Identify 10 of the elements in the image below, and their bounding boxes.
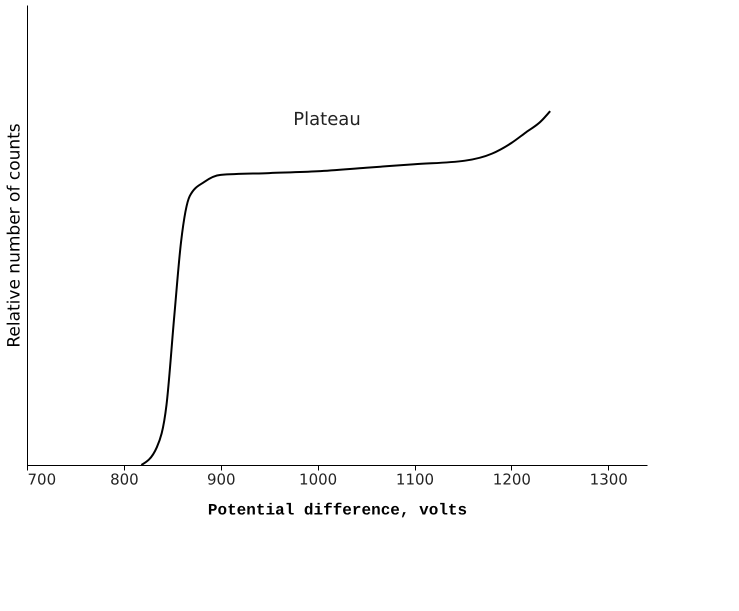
y-axis-title: Relative number of counts (4, 123, 24, 348)
x-tick-label: 900 (206, 470, 236, 488)
x-tick-label: 1100 (396, 470, 434, 488)
x-tick-label: 1000 (299, 470, 338, 488)
x-axis-title: Potential difference, volts (208, 502, 468, 520)
x-tick-label: 1300 (590, 470, 628, 488)
x-tick-label: 800 (110, 470, 139, 488)
annotation: Plateau (293, 109, 361, 130)
x-tick-label: 1200 (492, 470, 531, 488)
x-tick-label: 700 (28, 470, 56, 488)
